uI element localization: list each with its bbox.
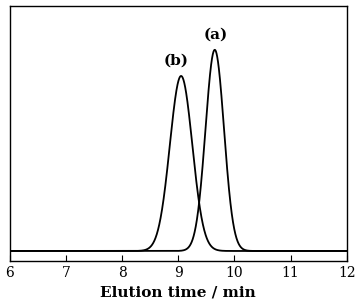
Text: (b): (b) xyxy=(164,54,189,68)
X-axis label: Elution time / min: Elution time / min xyxy=(100,285,256,300)
Text: (a): (a) xyxy=(204,28,228,42)
